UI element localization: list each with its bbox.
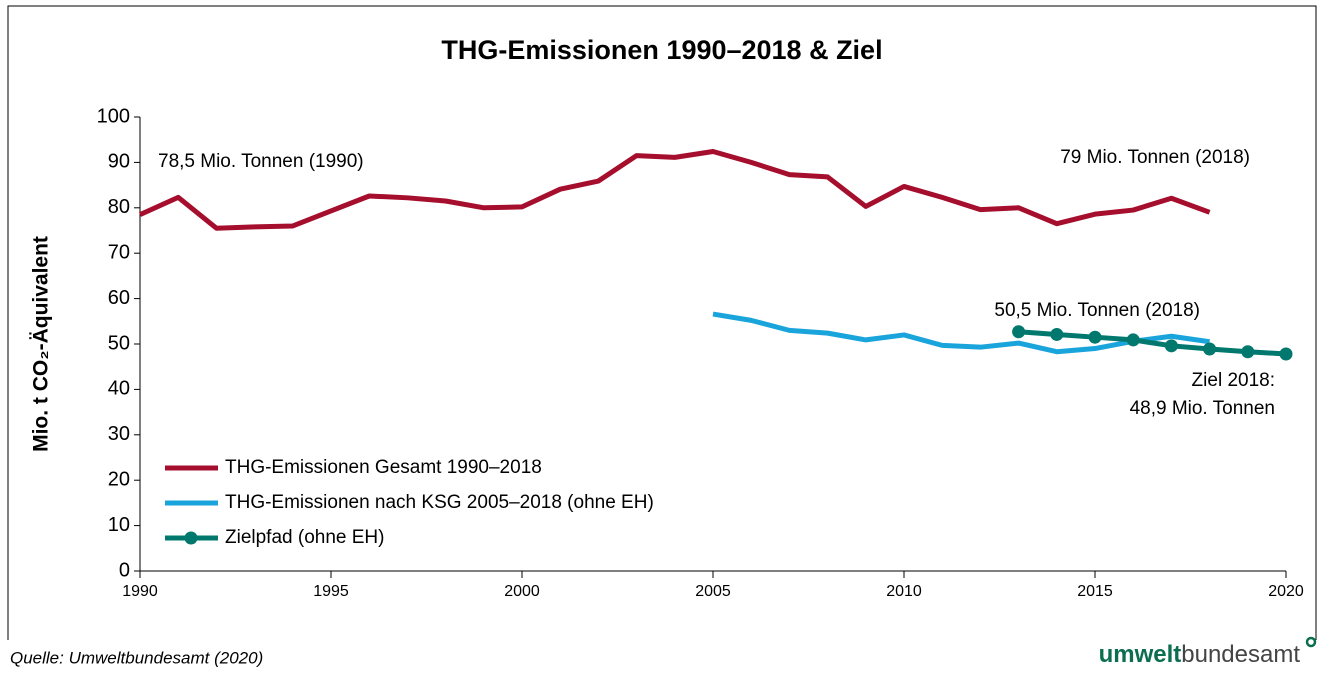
marker — [1241, 345, 1255, 359]
legend-label: THG-Emissionen nach KSG 2005–2018 (ohne … — [225, 492, 654, 513]
annotation: 79 Mio. Tonnen (2018) — [1060, 147, 1250, 168]
marker — [1126, 333, 1140, 347]
x-tick-label: 2005 — [695, 583, 731, 600]
logo-part: bundesamt — [1181, 641, 1300, 668]
marker — [1279, 347, 1293, 361]
legend-marker — [184, 531, 198, 545]
marker — [1203, 342, 1217, 356]
y-tick-label: 80 — [108, 196, 130, 218]
y-tick-label: 30 — [108, 423, 130, 445]
logo: umweltbundesamt — [1099, 641, 1301, 668]
y-tick-label: 10 — [108, 514, 130, 536]
series-line — [712, 311, 1210, 355]
y-tick-label: 100 — [97, 105, 130, 127]
x-tick-label: 1990 — [122, 583, 158, 600]
marker — [1050, 327, 1064, 341]
legend-label: THG-Emissionen Gesamt 1990–2018 — [225, 457, 542, 478]
x-tick-label: 2010 — [886, 583, 922, 600]
frame — [7, 5, 1317, 640]
y-tick-label: 50 — [108, 332, 130, 354]
x-tick-label: 1995 — [313, 583, 349, 600]
y-tick-label: 20 — [108, 468, 130, 490]
y-tick-label: 90 — [108, 151, 130, 173]
logo-mark — [1305, 636, 1317, 648]
marker — [1164, 339, 1178, 353]
y-tick-label: 0 — [119, 559, 130, 581]
y-tick-label: 40 — [108, 378, 130, 400]
x-tick-label: 2020 — [1268, 583, 1304, 600]
series-line — [138, 149, 1211, 231]
logo-part: umwelt — [1099, 641, 1182, 668]
source: Quelle: Umweltbundesamt (2020) — [10, 648, 263, 667]
legend-label: Zielpfad (ohne EH) — [225, 527, 384, 548]
annotation: Ziel 2018: — [1192, 370, 1275, 391]
annotation: 48,9 Mio. Tonnen — [1130, 398, 1275, 419]
y-tick-label: 70 — [108, 241, 130, 263]
annotation: 78,5 Mio. Tonnen (1990) — [158, 151, 364, 172]
marker — [1012, 325, 1026, 339]
y-tick-label: 60 — [108, 287, 130, 309]
y-axis-label: Mio. t CO₂-Äquivalent — [30, 236, 53, 452]
marker — [1088, 330, 1102, 344]
annotation: 50,5 Mio. Tonnen (2018) — [994, 300, 1200, 321]
x-tick-label: 2000 — [504, 583, 540, 600]
chart-title: THG-Emissionen 1990–2018 & Ziel — [441, 35, 882, 65]
x-tick-label: 2015 — [1077, 583, 1113, 600]
